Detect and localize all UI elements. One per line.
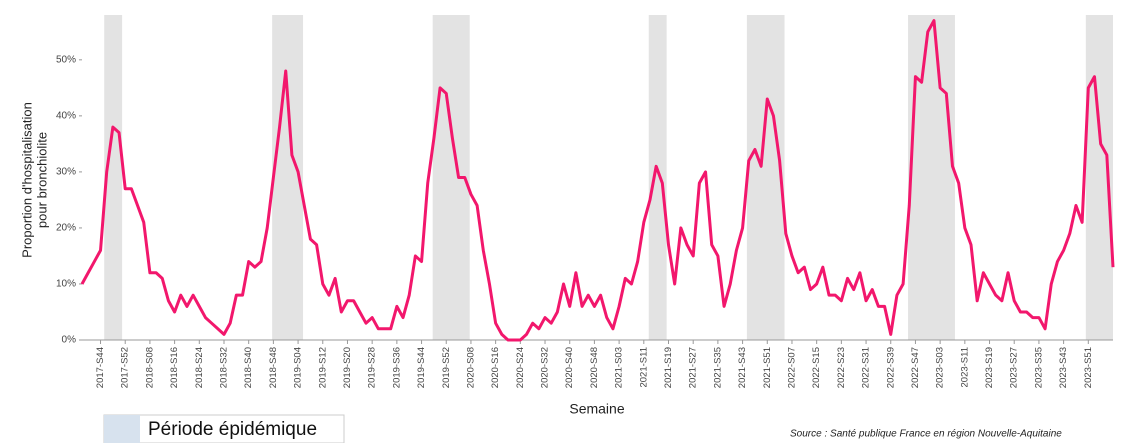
x-tick-label: 2018-S32 [219, 347, 230, 388]
epidemic-period [908, 15, 955, 340]
x-tick-label: 2019-S36 [391, 347, 402, 388]
x-tick-label: 2020-S32 [540, 347, 551, 388]
y-tick-label: 0% [62, 335, 77, 346]
x-tick-label: 2018-S24 [194, 347, 205, 388]
x-tick-label: 2023-S27 [1009, 347, 1020, 388]
x-tick-label: 2019-S12 [317, 347, 328, 388]
x-tick-label: 2022-S23 [836, 347, 847, 388]
legend-swatch [104, 415, 140, 443]
y-tick-label: 20% [56, 223, 76, 234]
x-tick-label: 2021-S35 [712, 347, 723, 388]
y-tick-label: 40% [56, 111, 76, 122]
x-tick-label: 2022-S15 [811, 347, 822, 388]
y-tick-label: 30% [56, 167, 76, 178]
x-tick-label: 2019-S04 [293, 347, 304, 388]
y-axis-label: pour bronchiolite [34, 132, 49, 228]
x-tick-label: 2018-S40 [243, 347, 254, 388]
x-tick-label: 2021-S43 [737, 347, 748, 388]
y-axis-label: Proportion d'hospitalisation [19, 102, 34, 258]
x-tick-label: 2023-S43 [1058, 347, 1069, 388]
epidemic-period [648, 15, 667, 340]
x-tick-label: 2020-S16 [490, 347, 501, 388]
x-tick-label: 2023-S11 [959, 347, 970, 388]
x-tick-label: 2023-S35 [1033, 347, 1044, 388]
x-tick-label: 2017-S44 [95, 347, 106, 388]
x-tick-label: 2017-S52 [120, 347, 131, 388]
x-tick-label: 2020-S48 [589, 347, 600, 388]
x-tick-label: 2023-S51 [1083, 347, 1094, 388]
x-tick-label: 2021-S11 [638, 347, 649, 388]
x-tick-label: 2018-S08 [144, 347, 155, 388]
x-tick-label: 2022-S07 [786, 347, 797, 388]
x-tick-label: 2022-S47 [910, 347, 921, 388]
x-tick-label: 2019-S20 [342, 347, 353, 388]
x-tick-label: 2019-S28 [367, 347, 378, 388]
x-tick-label: 2019-S44 [416, 347, 427, 388]
epidemic-period [746, 15, 785, 340]
x-tick-label: 2021-S51 [762, 347, 773, 388]
y-tick-label: 50% [56, 54, 76, 65]
x-tick-label: 2020-S08 [465, 347, 476, 388]
x-tick-label: 2022-S39 [885, 347, 896, 388]
x-axis-label: Semaine [569, 401, 624, 417]
x-tick-label: 2019-S52 [441, 347, 452, 388]
source: Source : Santé publique France en région… [790, 429, 1062, 440]
y-tick-label: 10% [56, 279, 76, 290]
x-tick-label: 2018-S16 [169, 347, 180, 388]
x-tick-label: 2021-S19 [663, 347, 674, 388]
x-tick-label: 2018-S48 [268, 347, 279, 388]
epidemic-period [104, 15, 123, 340]
x-tick-label: 2021-S03 [614, 347, 625, 388]
x-tick-label: 2021-S27 [688, 347, 699, 388]
x-tick-label: 2023-S03 [935, 347, 946, 388]
x-tick-label: 2020-S24 [515, 347, 526, 388]
x-tick-label: 2022-S31 [861, 347, 872, 388]
legend-label: Période épidémique [148, 419, 317, 440]
x-tick-label: 2023-S19 [984, 347, 995, 388]
line [80, 19, 1115, 342]
x-tick-label: 2020-S40 [564, 347, 575, 388]
